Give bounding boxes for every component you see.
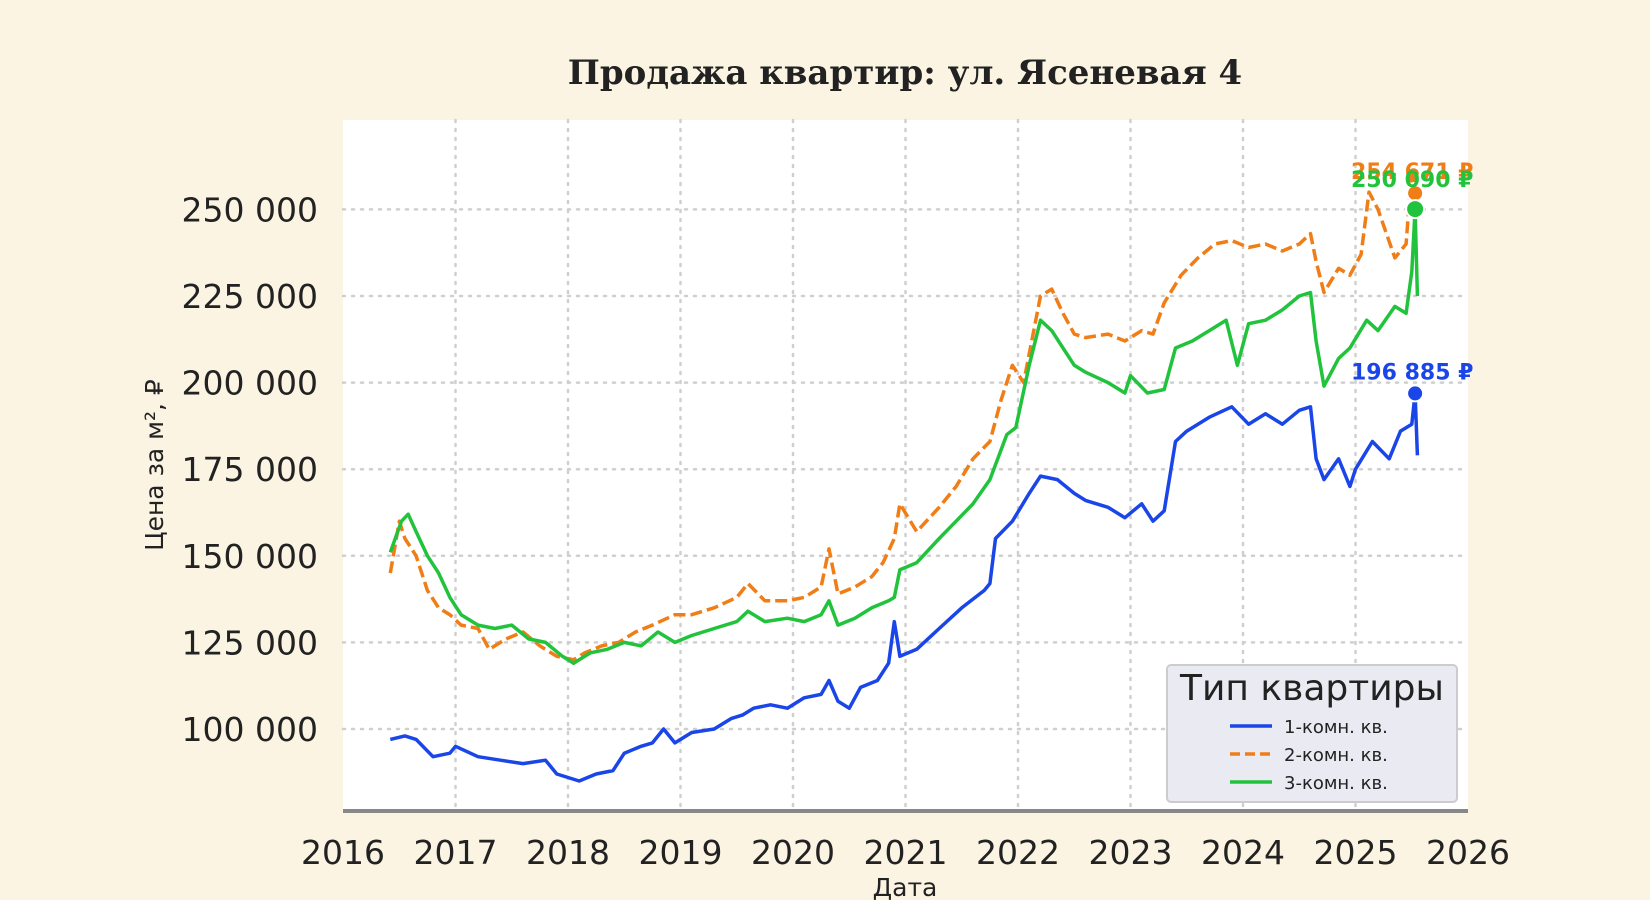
y-tick-label: 100 000 bbox=[182, 710, 318, 749]
x-tick-label: 2021 bbox=[864, 833, 948, 872]
x-tick-label: 2020 bbox=[751, 833, 835, 872]
x-tick-label: 2017 bbox=[414, 833, 498, 872]
legend-box bbox=[1166, 664, 1458, 803]
end-marker-3 bbox=[1405, 199, 1426, 220]
y-tick-labels: 100 000 125 000 150 000 175 000 200 000 225 0… bbox=[182, 190, 318, 749]
end-labels: 196 885 ₽ 254 671 ₽250 090 ₽ bbox=[1351, 160, 1473, 403]
x-tick-label: 2024 bbox=[1201, 833, 1285, 872]
legend: Тип квартиры 1-комн. кв. 2-комн. кв. 3-ком… bbox=[1166, 664, 1458, 803]
x-tick-labels: 2016 2017 2018 2019 2020 2021 2022 2023 2024 2025… bbox=[301, 833, 1510, 872]
x-tick-label: 2025 bbox=[1314, 833, 1398, 872]
y-tick-label: 175 000 bbox=[182, 450, 318, 489]
x-tick-label: 2019 bbox=[639, 833, 723, 872]
series-line-1 bbox=[389, 391, 1420, 783]
x-tick-label: 2022 bbox=[976, 833, 1060, 872]
x-axis-label: Дата bbox=[873, 873, 938, 900]
x-tick-label: 2026 bbox=[1426, 833, 1510, 872]
legend-title: Тип квартиры bbox=[1179, 668, 1444, 709]
end-marker-1 bbox=[1406, 384, 1425, 403]
y-axis-label: Цена за м², ₽ bbox=[140, 379, 169, 551]
legend-label-3: 3-комн. кв. bbox=[1284, 773, 1388, 794]
y-tick-label: 200 000 bbox=[182, 364, 318, 403]
legend-label-2: 2-комн. кв. bbox=[1284, 745, 1388, 766]
series-line-3 bbox=[388, 207, 1420, 665]
end-value-label-1: 196 885 ₽ bbox=[1351, 360, 1473, 385]
x-tick-label: 2018 bbox=[526, 833, 610, 872]
y-tick-label: 225 000 bbox=[182, 277, 318, 316]
x-tick-label: 2023 bbox=[1089, 833, 1173, 872]
series-line-2 bbox=[388, 166, 1420, 662]
chart-title: Продажа квартир: ул. Ясеневая 4 bbox=[568, 53, 1242, 93]
y-tick-label: 125 000 bbox=[182, 623, 318, 662]
y-tick-label: 250 000 bbox=[182, 190, 318, 229]
end-value-label-3: 250 090 ₽ bbox=[1351, 168, 1473, 193]
x-tick-label: 2016 bbox=[301, 833, 385, 872]
series-group bbox=[388, 166, 1420, 783]
legend-label-1: 1-комн. кв. bbox=[1284, 717, 1388, 738]
y-tick-label: 150 000 bbox=[182, 537, 318, 576]
end-value-label-2: 254 671 ₽ bbox=[1351, 160, 1473, 185]
